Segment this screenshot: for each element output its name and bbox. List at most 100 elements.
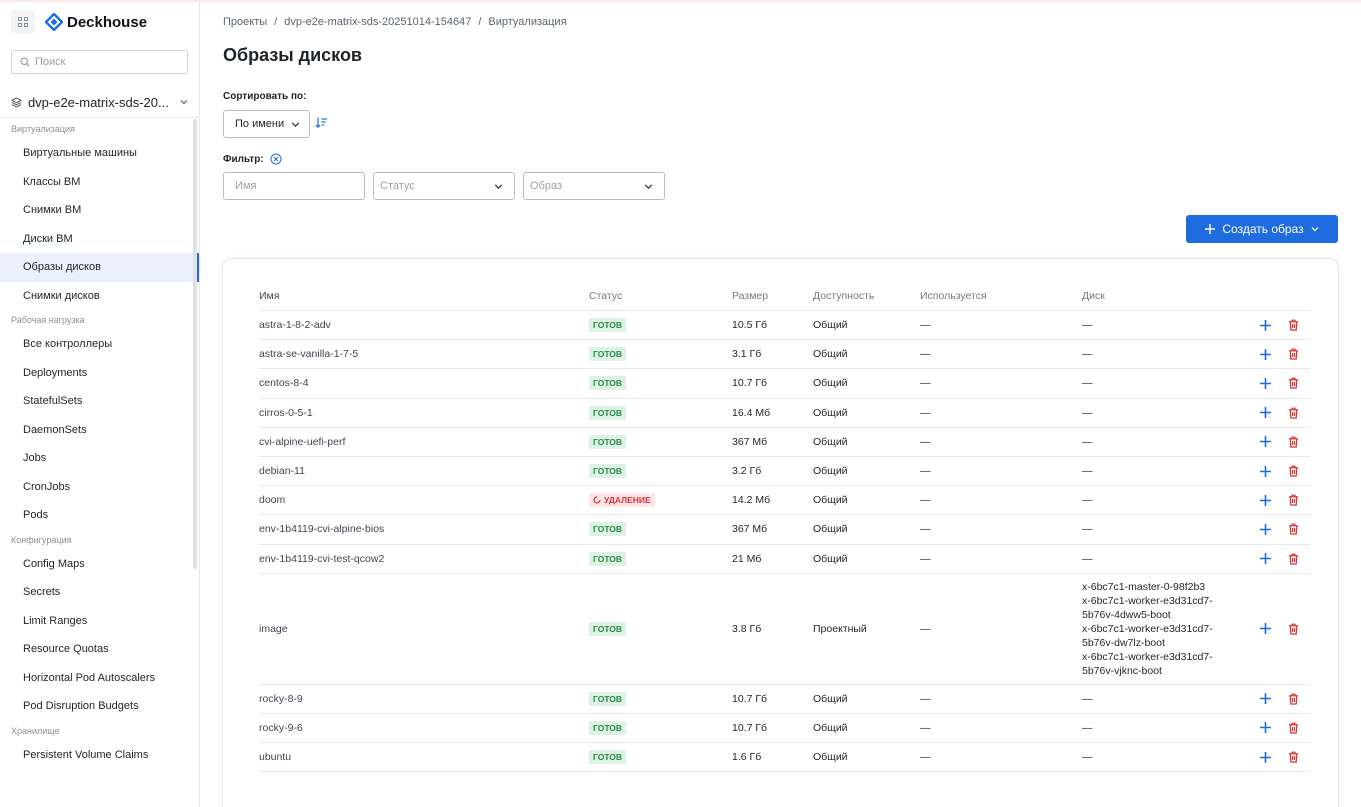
image-name[interactable]: centos-8-4 (259, 377, 309, 390)
status-badge: УДАЛЕНИЕ (589, 493, 655, 508)
filter-label: Фильтр: (223, 153, 264, 165)
delete-button[interactable] (1286, 464, 1300, 478)
image-name[interactable]: ubuntu (259, 751, 292, 764)
size-cell: 16.4 Мб (732, 406, 771, 419)
add-disk-button[interactable] (1258, 376, 1272, 390)
sidebar-item-классы-вм[interactable]: Классы ВМ (23, 175, 81, 188)
breadcrumb-item[interactable]: dvp-e2e-matrix-sds-20251014-154647 (284, 16, 472, 28)
add-disk-button[interactable] (1258, 493, 1272, 507)
table-row: centos-8-4 ГОТОВ 10.7 Гб Общий — — (259, 369, 1310, 399)
add-disk-button[interactable] (1258, 552, 1272, 566)
add-disk-button[interactable] (1258, 406, 1272, 420)
sidebar-item-снимки-вм[interactable]: Снимки ВМ (23, 204, 82, 216)
delete-button[interactable] (1286, 522, 1300, 536)
delete-button[interactable] (1286, 406, 1300, 420)
image-name[interactable]: cvi-alpine-uefi-perf (259, 435, 346, 448)
chevron-down-icon (1311, 227, 1319, 232)
image-name[interactable]: rocky-8-9 (259, 692, 303, 705)
sidebar-item-виртуальные-машины[interactable]: Виртуальные машины (23, 147, 137, 159)
apps-grid-button[interactable] (11, 10, 35, 34)
column-header[interactable]: Имя (259, 289, 280, 302)
delete-button[interactable] (1286, 347, 1300, 361)
add-disk-button[interactable] (1258, 692, 1272, 706)
delete-button[interactable] (1286, 750, 1300, 764)
image-name[interactable]: debian-11 (259, 465, 305, 478)
delete-button[interactable] (1286, 622, 1300, 636)
image-name[interactable]: astra-1-8-2-adv (259, 319, 331, 332)
sidebar-item-диски-вм[interactable]: Диски ВМ (23, 232, 73, 245)
filter-status-select[interactable]: Статус (373, 172, 515, 200)
image-name[interactable]: env-1b4119-cvi-alpine-bios (259, 523, 385, 536)
image-name[interactable]: doom (259, 494, 286, 507)
sidebar-item-deployments[interactable]: Deployments (23, 366, 88, 379)
sidebar-scrollbar[interactable] (193, 119, 197, 569)
delete-button[interactable] (1286, 692, 1300, 706)
column-header[interactable]: Диск (1082, 289, 1105, 302)
status-cell: ГОТОВ (589, 434, 732, 449)
image-name[interactable]: cirros-0-5-1 (259, 406, 313, 419)
column-header[interactable]: Размер (732, 289, 769, 302)
access-cell: Общий (813, 319, 848, 332)
sort-select[interactable]: По имени (223, 110, 310, 138)
add-disk-button[interactable] (1258, 750, 1272, 764)
used-cell: — (920, 494, 931, 507)
clear-filter-icon[interactable] (270, 153, 282, 165)
add-disk-button[interactable] (1258, 622, 1272, 636)
create-image-button[interactable]: Создать образ (1186, 215, 1338, 243)
image-name[interactable]: astra-se-vanilla-1-7-5 (259, 348, 359, 361)
sidebar-item-все-контроллеры[interactable]: Все контроллеры (23, 338, 113, 350)
sidebar-item-pods[interactable]: Pods (23, 509, 49, 521)
filter-image-select[interactable]: Образ (523, 172, 665, 200)
sidebar-item-persistent-volume-claims[interactable]: Persistent Volume Claims (23, 748, 149, 761)
add-disk-button[interactable] (1258, 347, 1272, 361)
row-actions (1246, 347, 1310, 361)
add-disk-button[interactable] (1258, 522, 1272, 536)
status-cell: ГОТОВ (589, 318, 732, 333)
app-logo[interactable]: Deckhouse (45, 13, 147, 31)
sidebar-item-limit-ranges[interactable]: Limit Ranges (23, 614, 88, 627)
delete-button[interactable] (1286, 376, 1300, 390)
breadcrumb-item[interactable]: Виртуализация (488, 16, 567, 28)
filter-name-field[interactable] (223, 172, 365, 200)
add-disk-button[interactable] (1258, 464, 1272, 478)
sidebar-item-pod-disruption-budgets[interactable]: Pod Disruption Budgets (23, 700, 139, 712)
column-header[interactable]: Используется (920, 289, 987, 302)
disk-line: — (1082, 319, 1093, 332)
image-name[interactable]: image (259, 622, 288, 635)
image-name[interactable]: rocky-9-6 (259, 721, 303, 734)
create-image-label: Создать образ (1222, 222, 1304, 236)
delete-button[interactable] (1286, 493, 1300, 507)
delete-button[interactable] (1286, 721, 1300, 735)
sidebar-item-daemonsets[interactable]: DaemonSets (23, 423, 87, 436)
sidebar-item-resource-quotas[interactable]: Resource Quotas (23, 643, 109, 655)
delete-button[interactable] (1286, 435, 1300, 449)
search-input[interactable] (35, 56, 175, 68)
column-header[interactable]: Доступность (813, 289, 875, 302)
sidebar-item-horizontal-pod-autoscalers[interactable]: Horizontal Pod Autoscalers (23, 671, 156, 684)
sidebar-item-statefulsets[interactable]: StatefulSets (23, 395, 83, 407)
project-name: dvp-e2e-matrix-sds-20... (27, 94, 169, 110)
sidebar-item-jobs[interactable]: Jobs (23, 452, 47, 464)
add-disk-button[interactable] (1258, 435, 1272, 449)
plus-icon (1259, 465, 1271, 477)
image-name[interactable]: env-1b4119-cvi-test-qcow2 (259, 552, 385, 565)
breadcrumb-item[interactable]: Проекты (223, 16, 268, 28)
nav-group-title: Конфигурация (11, 534, 72, 545)
sidebar-search[interactable] (11, 50, 188, 74)
breadcrumb: Проекты / dvp-e2e-matrix-sds-20251014-1546… (223, 16, 567, 28)
sidebar-item-cronjobs[interactable]: CronJobs (23, 480, 71, 493)
filter-name-input[interactable] (235, 180, 355, 192)
sidebar-item-снимки-дисков[interactable]: Снимки дисков (23, 289, 100, 302)
divider (0, 117, 199, 118)
sidebar-item-образы-дисков[interactable]: Образы дисков (0, 253, 199, 282)
size-cell: 1.6 Гб (732, 751, 762, 764)
sort-direction-button[interactable] (315, 116, 328, 132)
delete-button[interactable] (1286, 552, 1300, 566)
sidebar-item-secrets[interactable]: Secrets (23, 586, 61, 598)
project-selector[interactable]: dvp-e2e-matrix-sds-20... (11, 91, 189, 113)
column-header[interactable]: Статус (589, 289, 623, 302)
add-disk-button[interactable] (1258, 318, 1272, 332)
delete-button[interactable] (1286, 318, 1300, 332)
add-disk-button[interactable] (1258, 721, 1272, 735)
sidebar-item-config-maps[interactable]: Config Maps (23, 557, 85, 570)
